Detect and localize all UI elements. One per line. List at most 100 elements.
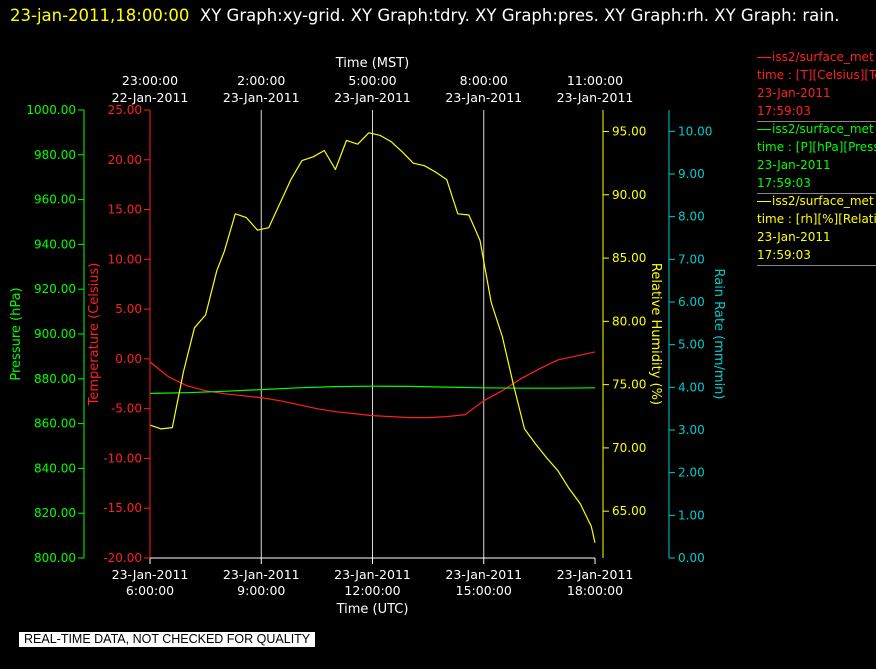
rain-axis-tick-label: 2.00 <box>678 466 705 480</box>
pressure-axis-tick-label: 940.00 <box>34 237 76 251</box>
pressure-axis-tick-label: 880.00 <box>34 372 76 386</box>
legend-separator <box>757 121 876 122</box>
legend-separator <box>757 265 876 266</box>
rain-axis-tick-label: 9.00 <box>678 167 705 181</box>
rh-axis-tick-label: 85.00 <box>612 251 646 265</box>
x-top-tick-time: 23:00:00 <box>122 73 178 88</box>
temperature-axis-tick-label: 10.00 <box>108 252 142 266</box>
rain-axis-tick-label: 3.00 <box>678 423 705 437</box>
legend-time: 17:59:03 <box>757 176 811 190</box>
temperature-axis-tick-label: 0.00 <box>115 352 142 366</box>
pressure-axis-tick-label: 820.00 <box>34 506 76 520</box>
temperature-trace <box>149 351 596 419</box>
x-top-tick-date: 22-Jan-2011 <box>112 90 189 105</box>
grid <box>149 109 596 559</box>
x-bottom-tick-time: 18:00:00 <box>567 583 623 598</box>
rh-axis-tick-label: 75.00 <box>612 378 646 392</box>
rain-axis-tick-label: 10.00 <box>678 124 712 138</box>
x-bottom-axis-label: Time (UTC) <box>336 602 409 617</box>
legend-line-swatch <box>757 57 771 58</box>
title-timestamp: 23-jan-2011,18:00:00 <box>10 6 190 25</box>
temperature-axis-label: Temperature (Celsius) <box>87 263 102 407</box>
rain-axis-tick-label: 1.00 <box>678 508 705 522</box>
legend-source-text: iss2/surface_met <box>772 122 874 136</box>
pressure-axis-tick-label: 960.00 <box>34 193 76 207</box>
x-top-tick-time: 11:00:00 <box>567 73 623 88</box>
x-top-tick-date: 23-Jan-2011 <box>445 90 522 105</box>
rh-axis-label: Relative Humidity (%) <box>648 263 663 405</box>
pressure-axis-tick-label: 980.00 <box>34 148 76 162</box>
rh-trace <box>149 132 596 543</box>
legend-source: iss2/surface_met <box>757 120 876 138</box>
x-top-tick-date: 23-Jan-2011 <box>557 90 634 105</box>
pressure-axis-tick-label: 860.00 <box>34 417 76 431</box>
x-top-axis-label: Time (MST) <box>335 56 410 71</box>
legend-source-text: iss2/surface_met <box>772 50 874 64</box>
rain-axis-tick-label: 8.00 <box>678 210 705 224</box>
chart-title: 23-jan-2011,18:00:00 XY Graph:xy-grid. X… <box>10 2 860 30</box>
rain-axis-tick-label: 4.00 <box>678 380 705 394</box>
rain-axis-label: Rain Rate (mm/min) <box>711 268 726 399</box>
rh-axis-tick-label: 65.00 <box>612 504 646 518</box>
data-traces <box>149 132 596 543</box>
legend-variable: time : [P][hPa][Pressure] <box>757 140 876 154</box>
x-bottom-tick-date: 23-Jan-2011 <box>112 567 189 582</box>
x-top-tick-time: 5:00:00 <box>348 73 396 88</box>
legend-source-text: iss2/surface_met <box>772 194 874 208</box>
legend-date: 23-Jan-2011 <box>757 158 831 172</box>
pressure-axis-tick-label: 840.00 <box>34 461 76 475</box>
temperature-axis-tick-label: 25.00 <box>108 103 142 117</box>
x-bottom-tick-date: 23-Jan-2011 <box>334 567 411 582</box>
pressure-axis-tick-label: 800.00 <box>34 551 76 565</box>
rain-axis-tick-label: 0.00 <box>678 551 705 565</box>
pressure-trace <box>149 385 596 394</box>
rh-axis-tick-label: 95.00 <box>612 125 646 139</box>
quality-disclaimer: REAL-TIME DATA, NOT CHECKED FOR QUALITY <box>19 632 316 647</box>
x-bottom-tick-time: 6:00:00 <box>126 583 174 598</box>
temperature-axis-tick-label: -20.00 <box>103 551 142 565</box>
x-bottom-tick-time: 9:00:00 <box>237 583 285 598</box>
x-axis-labels: 23-Jan-20116:00:0023-Jan-20119:00:0023-J… <box>112 56 634 617</box>
legend-date: 23-Jan-2011 <box>757 230 831 244</box>
x-top-tick-time: 8:00:00 <box>460 73 508 88</box>
legend-line-swatch <box>757 201 771 202</box>
x-bottom-tick-date: 23-Jan-2011 <box>557 567 634 582</box>
legend-time: 17:59:03 <box>757 248 811 262</box>
x-top-tick-date: 23-Jan-2011 <box>223 90 300 105</box>
rh-axis-tick-label: 90.00 <box>612 188 646 202</box>
legend-line-swatch <box>757 129 771 130</box>
x-bottom-tick-time: 15:00:00 <box>456 583 512 598</box>
rh-axis-tick-label: 70.00 <box>612 441 646 455</box>
legend-variable: time : [rh][%][Relative Humidity] <box>757 212 876 226</box>
legend-source: iss2/surface_met <box>757 48 876 66</box>
pressure-axis-tick-label: 920.00 <box>34 282 76 296</box>
x-bottom-tick-date: 23-Jan-2011 <box>223 567 300 582</box>
rain-axis-tick-label: 6.00 <box>678 295 705 309</box>
pressure-axis-tick-label: 1000.00 <box>26 103 76 117</box>
axes: 800.00 820.00 840.00 860.00 880.00 900.00 920.… <box>9 103 726 565</box>
temperature-axis-tick-label: 15.00 <box>108 203 142 217</box>
x-bottom-tick-time: 12:00:00 <box>344 583 400 598</box>
pressure-axis-tick-label: 900.00 <box>34 327 76 341</box>
temperature-axis-tick-label: 20.00 <box>108 153 142 167</box>
temperature-axis-tick-label: 5.00 <box>115 302 142 316</box>
legend-separator <box>757 193 876 194</box>
temperature-axis-tick-label: -5.00 <box>111 402 142 416</box>
rain-axis-tick-label: 5.00 <box>678 338 705 352</box>
legend-date: 23-Jan-2011 <box>757 86 831 100</box>
pressure-axis-label: Pressure (hPa) <box>9 287 24 380</box>
legend-variable: time : [T][Celsius][Temperature] <box>757 68 876 82</box>
rh-axis-tick-label: 80.00 <box>612 314 646 328</box>
legend-source: iss2/surface_met <box>757 192 876 210</box>
x-bottom-tick-date: 23-Jan-2011 <box>445 567 522 582</box>
temperature-axis-tick-label: -10.00 <box>103 451 142 465</box>
title-graph-list: XY Graph:xy-grid. XY Graph:tdry. XY Grap… <box>199 6 840 25</box>
temperature-axis-tick-label: -15.00 <box>103 501 142 515</box>
x-top-tick-date: 23-Jan-2011 <box>334 90 411 105</box>
x-top-tick-time: 2:00:00 <box>237 73 285 88</box>
rain-axis-tick-label: 7.00 <box>678 252 705 266</box>
